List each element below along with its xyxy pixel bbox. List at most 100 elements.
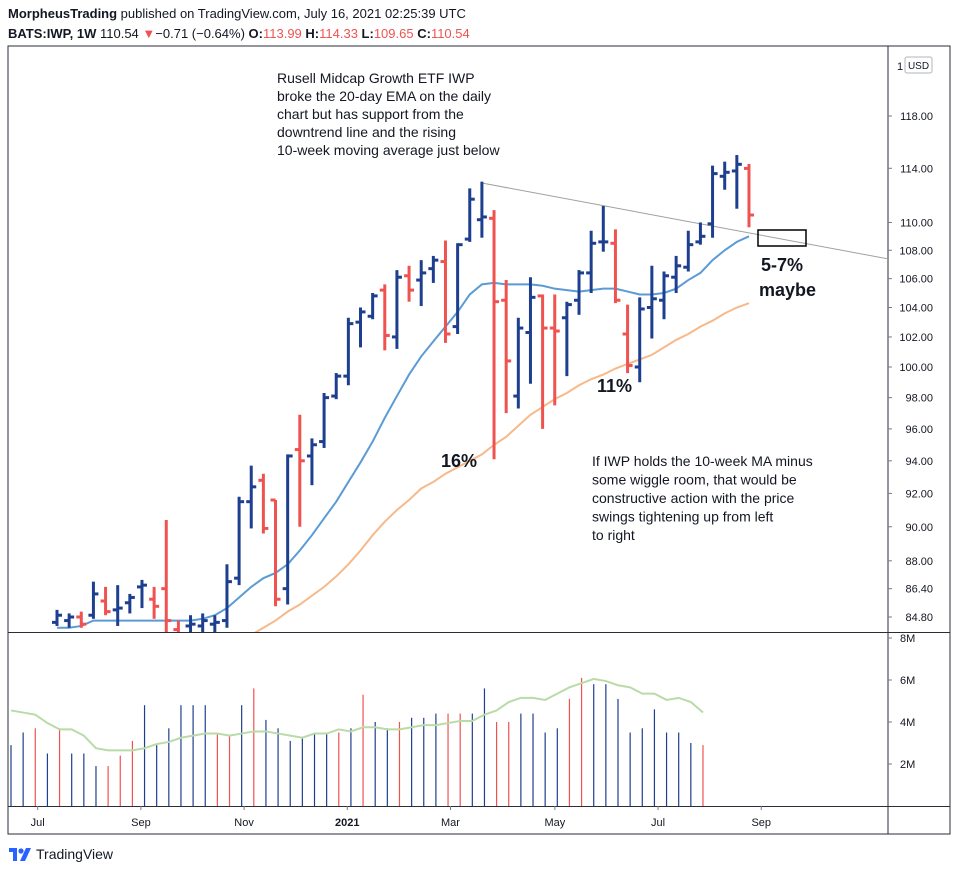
ohlc-bars — [52, 155, 754, 632]
ohlc-bar — [270, 498, 281, 607]
ohlc-bar — [586, 230, 597, 293]
bottom-note-line: to right — [592, 527, 635, 543]
price-tick-label: 100.00 — [899, 362, 933, 374]
price-tick-label: 94.00 — [905, 456, 933, 468]
symbol-label[interactable]: BATS:IWP, 1W — [8, 26, 97, 41]
ohlc-bar — [513, 317, 524, 409]
target-range-label: 5-7% — [761, 255, 803, 275]
ohlc-bar — [719, 161, 730, 190]
ohlc-bar — [64, 613, 75, 628]
top-note-line: chart but has support from the — [277, 106, 464, 122]
time-tick-label: May — [544, 817, 565, 829]
moving-averages — [57, 182, 888, 632]
price-tick-label: 98.00 — [905, 393, 933, 405]
top-note-line: Rusell Midcap Growth ETF IWP — [277, 70, 475, 86]
ohlc-bar — [574, 270, 585, 315]
target-maybe-label: maybe — [759, 280, 816, 300]
ohlc-bar — [622, 304, 633, 374]
ohlc-bar — [646, 265, 657, 339]
chart-frame — [7, 45, 951, 835]
price-tick-label: 88.00 — [905, 556, 933, 568]
bottom-note-line: If IWP holds the 10-week MA minus — [592, 453, 813, 469]
top-note-line: broke the 20-day EMA on the daily — [277, 88, 491, 104]
ohlc-bar — [136, 579, 147, 609]
ohlc-bar — [440, 240, 451, 343]
ohlc-bar — [258, 473, 269, 534]
ohlc-bar — [464, 188, 475, 242]
time-tick-label: Jul — [651, 817, 665, 829]
ohlc-bar — [671, 255, 682, 293]
ohlc-bar — [537, 294, 548, 429]
top-note-line: 10-week moving average just below — [277, 142, 500, 158]
ohlc-bar — [743, 163, 754, 228]
ohlc-bar — [197, 613, 208, 632]
ohlc-bar — [683, 230, 694, 272]
time-tick-label: Sep — [751, 817, 771, 829]
ohlc-bar — [452, 243, 463, 334]
bottom-note-line: constructive action with the price — [592, 490, 795, 506]
ohlc-bar — [731, 155, 742, 209]
downtrend-line — [481, 182, 888, 260]
price-tick-label: 84.80 — [905, 612, 933, 624]
ohlc-bar — [343, 317, 354, 386]
close-label: C: — [417, 26, 431, 41]
price-tick-label: 108.00 — [899, 245, 933, 257]
volume-pane — [10, 677, 704, 806]
time-tick-label: Nov — [234, 817, 254, 829]
time-tick-label: Sep — [131, 817, 151, 829]
price-tick-label: 102.00 — [899, 332, 933, 344]
ohlc-bar — [319, 392, 330, 448]
price-tick-label-partial: 1 — [897, 61, 903, 73]
ohlc-bar — [294, 414, 305, 527]
ohlc-bar — [282, 454, 293, 605]
ohlc-bar — [76, 611, 87, 628]
bottom-note-line: swings tightening up from left — [592, 509, 773, 525]
ohlc-bar — [695, 222, 706, 245]
price-tick-label: 110.00 — [900, 217, 933, 229]
time-tick-label: Jul — [31, 817, 45, 829]
price-tick-label: 96.00 — [905, 424, 933, 436]
tradingview-logo-text: TradingView — [36, 846, 114, 862]
price-tick-label: 118.00 — [900, 111, 933, 123]
tradingview-logo-icon — [9, 848, 31, 861]
publisher-name[interactable]: MorpheusTrading — [8, 6, 118, 21]
high-value: 114.33 — [319, 26, 358, 41]
ohlc-bar — [428, 255, 439, 283]
down-arrow-icon: ▼ — [142, 26, 156, 41]
ohlc-bar — [707, 165, 718, 238]
ema10-line — [57, 235, 750, 629]
time-tick-label: 2021 — [335, 817, 359, 829]
volume-tick-label: 6M — [900, 675, 915, 687]
price-tick-label: 104.00 — [899, 303, 933, 315]
publisher-line: MorpheusTrading published on TradingView… — [8, 4, 470, 24]
ohlc-bar — [367, 292, 378, 320]
tradingview-logo[interactable]: TradingView — [8, 845, 113, 863]
price-change: −0.71 (−0.64%) — [155, 26, 245, 41]
ohlc-bar — [525, 277, 536, 384]
ohlc-bar — [598, 206, 609, 252]
ohlc-bar — [549, 294, 560, 406]
volume-ma-line — [10, 677, 704, 752]
time-tick-label: Mar — [441, 817, 460, 829]
pct-16-label: 16% — [441, 451, 477, 471]
ohlc-bar — [161, 520, 172, 632]
ohlc-bar — [404, 265, 415, 302]
target-box — [757, 229, 807, 247]
ohlc-bar — [221, 564, 232, 628]
chart-header: MorpheusTrading published on TradingView… — [8, 4, 470, 44]
ohlc-bar — [501, 280, 512, 414]
axes: 118.00 114.00 110.00 108.00 106.00 104.00 102.… — [31, 56, 933, 829]
ohlc-bar — [173, 620, 180, 632]
bottom-note-line: some wiggle room, that would be — [592, 472, 797, 488]
last-price: 110.54 — [99, 26, 139, 41]
ohlc-bar — [610, 229, 621, 304]
ohlc-bar — [306, 438, 317, 486]
ohlc-bar — [209, 615, 220, 632]
close-value: 110.54 — [430, 26, 470, 41]
ma40-line — [254, 302, 750, 632]
volume-tick-label: 2M — [900, 759, 915, 771]
ohlc-bar — [52, 609, 62, 626]
ohlc-bar — [124, 593, 135, 614]
ohlc-bar — [246, 465, 257, 529]
